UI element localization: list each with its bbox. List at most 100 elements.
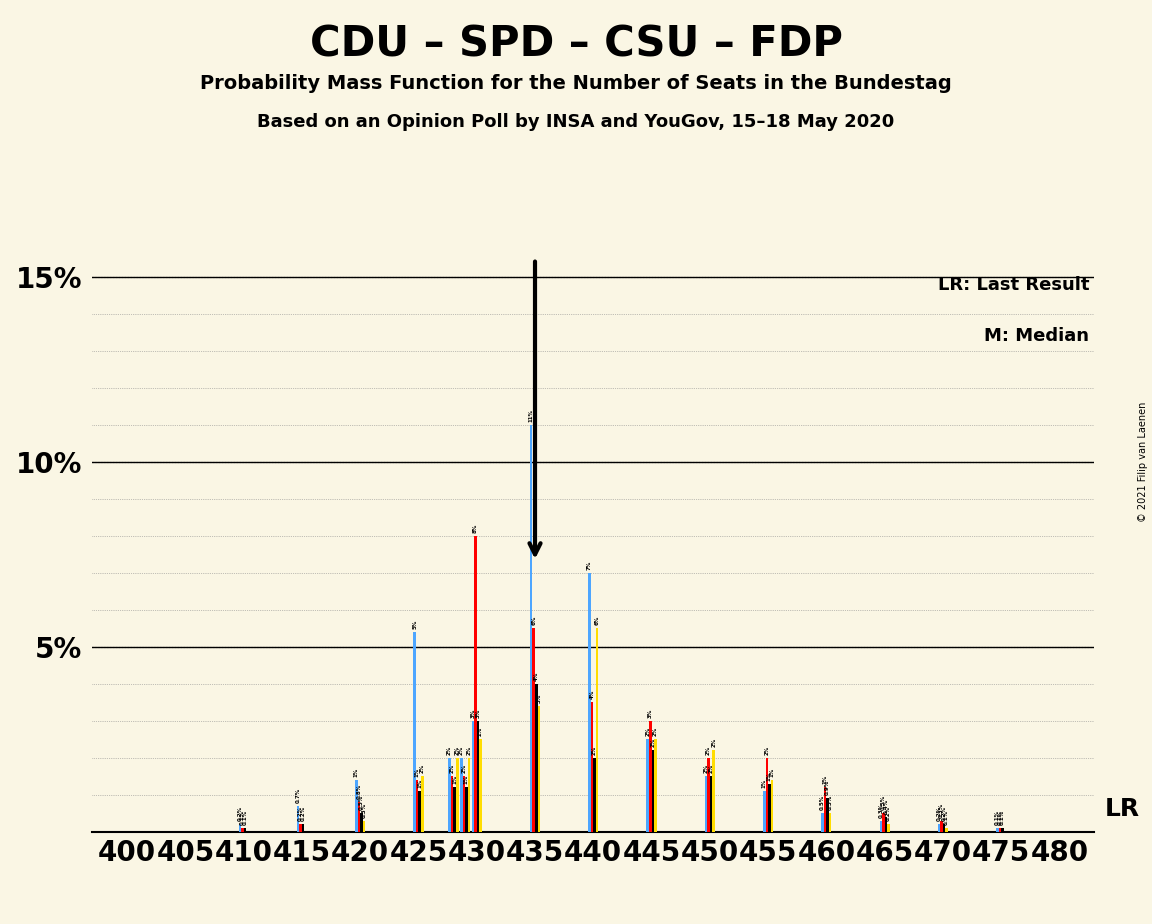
Bar xyxy=(707,758,710,832)
Bar xyxy=(456,758,458,832)
Text: 1%: 1% xyxy=(354,768,359,777)
Text: 0.2%: 0.2% xyxy=(301,806,305,821)
Bar xyxy=(824,787,826,832)
Text: 2%: 2% xyxy=(592,746,597,755)
Text: 2%: 2% xyxy=(708,764,713,773)
Bar xyxy=(479,739,482,832)
Bar xyxy=(471,721,475,832)
Text: 5%: 5% xyxy=(412,620,417,629)
Bar xyxy=(646,739,649,832)
Text: 6%: 6% xyxy=(531,616,536,626)
Bar xyxy=(946,828,948,832)
Text: 1%: 1% xyxy=(453,775,457,784)
Bar xyxy=(710,776,712,832)
Text: 0.2%: 0.2% xyxy=(941,806,947,821)
Text: 0.1%: 0.1% xyxy=(945,809,949,825)
Bar xyxy=(416,780,418,832)
Text: 2%: 2% xyxy=(711,738,717,748)
Bar xyxy=(450,776,454,832)
Text: © 2021 Filip van Laenen: © 2021 Filip van Laenen xyxy=(1138,402,1147,522)
Text: 4%: 4% xyxy=(590,690,594,699)
Text: 2%: 2% xyxy=(706,746,711,755)
Bar xyxy=(357,802,361,832)
Text: 2%: 2% xyxy=(458,746,464,755)
Text: 0.3%: 0.3% xyxy=(878,802,884,818)
Bar xyxy=(460,758,462,832)
Bar xyxy=(938,824,940,832)
Text: 2%: 2% xyxy=(447,746,452,755)
Bar xyxy=(887,824,889,832)
Text: 2%: 2% xyxy=(653,727,658,736)
Text: 3%: 3% xyxy=(470,709,476,718)
Bar xyxy=(593,758,596,832)
Bar xyxy=(454,787,456,832)
Text: 0.2%: 0.2% xyxy=(298,806,303,821)
Text: 2%: 2% xyxy=(419,764,425,773)
Bar xyxy=(829,813,832,832)
Bar xyxy=(999,828,1001,832)
Bar xyxy=(589,573,591,832)
Bar xyxy=(771,780,773,832)
Bar xyxy=(596,628,598,832)
Bar xyxy=(355,780,357,832)
Bar xyxy=(475,536,477,832)
Bar xyxy=(361,813,363,832)
Bar xyxy=(468,758,470,832)
Bar xyxy=(300,824,302,832)
Text: 0.4%: 0.4% xyxy=(884,798,888,814)
Text: 0.1%: 0.1% xyxy=(998,809,1002,825)
Bar xyxy=(705,776,707,832)
Text: Probability Mass Function for the Number of Seats in the Bundestag: Probability Mass Function for the Number… xyxy=(200,74,952,93)
Bar xyxy=(241,828,244,832)
Text: Based on an Opinion Poll by INSA and YouGov, 15–18 May 2020: Based on an Opinion Poll by INSA and You… xyxy=(257,113,895,130)
Bar xyxy=(885,817,887,832)
Bar xyxy=(882,813,885,832)
Text: 2%: 2% xyxy=(764,746,770,755)
Text: 2%: 2% xyxy=(461,764,467,773)
Bar xyxy=(712,750,715,832)
Text: 0.2%: 0.2% xyxy=(886,806,890,821)
Text: 1%: 1% xyxy=(823,775,827,784)
Text: 2%: 2% xyxy=(651,738,655,748)
Bar xyxy=(763,791,766,832)
Text: 3%: 3% xyxy=(476,709,480,718)
Bar xyxy=(414,632,416,832)
Text: 0.3%: 0.3% xyxy=(362,802,366,818)
Bar xyxy=(652,750,654,832)
Text: 0.2%: 0.2% xyxy=(237,806,242,821)
Text: 2%: 2% xyxy=(478,727,483,736)
Bar xyxy=(302,824,304,832)
Text: 1%: 1% xyxy=(415,768,419,777)
Bar xyxy=(462,776,465,832)
Bar xyxy=(418,791,420,832)
Text: 0.5%: 0.5% xyxy=(359,795,364,810)
Bar xyxy=(465,787,468,832)
Text: 2%: 2% xyxy=(467,746,471,755)
Text: 0.7%: 0.7% xyxy=(296,787,301,803)
Bar xyxy=(538,706,540,832)
Text: 1%: 1% xyxy=(761,779,767,788)
Text: 6%: 6% xyxy=(594,616,600,626)
Text: 1%: 1% xyxy=(417,779,423,788)
Text: 3%: 3% xyxy=(647,709,653,718)
Text: 0.5%: 0.5% xyxy=(827,795,833,810)
Text: 0.1%: 0.1% xyxy=(240,809,245,825)
Bar xyxy=(420,776,424,832)
Text: 0.1%: 0.1% xyxy=(242,809,248,825)
Text: 2%: 2% xyxy=(704,764,708,773)
Bar xyxy=(768,784,771,832)
Bar xyxy=(940,821,942,832)
Text: 2%: 2% xyxy=(449,764,455,773)
Text: 7%: 7% xyxy=(586,561,592,570)
Bar xyxy=(821,813,824,832)
Text: 0.2%: 0.2% xyxy=(937,806,941,821)
Text: 0.5%: 0.5% xyxy=(820,795,825,810)
Bar xyxy=(297,806,300,832)
Text: 1%: 1% xyxy=(464,775,469,784)
Text: 11%: 11% xyxy=(529,409,533,422)
Text: 0.1%: 0.1% xyxy=(995,809,1000,825)
Text: 0.1%: 0.1% xyxy=(1000,809,1005,825)
Bar xyxy=(649,721,652,832)
Text: 2%: 2% xyxy=(455,746,460,755)
Bar xyxy=(530,425,532,832)
